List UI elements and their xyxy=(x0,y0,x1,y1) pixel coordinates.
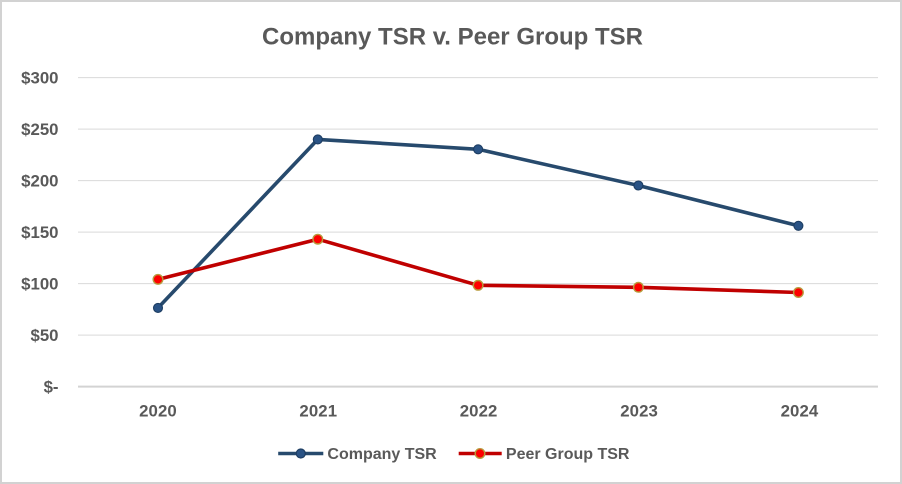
svg-text:Peer Group TSR: Peer Group TSR xyxy=(506,446,630,463)
svg-text:2020: 2020 xyxy=(139,402,177,421)
svg-text:$250: $250 xyxy=(21,120,58,139)
svg-text:$100: $100 xyxy=(21,274,58,293)
svg-text:2021: 2021 xyxy=(299,402,337,421)
svg-text:Company TSR: Company TSR xyxy=(327,446,437,463)
svg-text:$50: $50 xyxy=(31,326,59,345)
svg-text:$-: $- xyxy=(44,377,59,396)
svg-text:$200: $200 xyxy=(21,171,58,190)
svg-text:Company TSR v. Peer Group TSR: Company TSR v. Peer Group TSR xyxy=(262,24,643,51)
svg-text:$150: $150 xyxy=(21,223,58,242)
svg-text:2024: 2024 xyxy=(781,402,819,421)
svg-text:2023: 2023 xyxy=(620,402,658,421)
svg-text:$300: $300 xyxy=(21,68,58,87)
svg-text:2022: 2022 xyxy=(460,402,498,421)
